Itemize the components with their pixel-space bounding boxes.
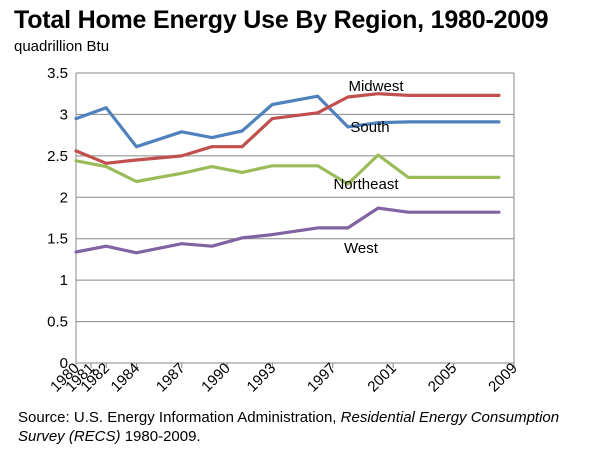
x-tick-label: 1984	[108, 360, 144, 396]
x-tick-label: 1990	[198, 360, 234, 396]
source-prefix: Source: U.S. Energy Information Administ…	[18, 409, 341, 426]
series-label-northeast: Northeast	[333, 176, 399, 193]
series-label-west: West	[344, 240, 379, 257]
x-tick-label: 2001	[364, 360, 400, 396]
series-line-west	[74, 206, 501, 255]
x-tick-label: 1993	[244, 360, 280, 396]
y-tick-labels: 0 0.5 1 1.5 2 2.5 3 3.5	[47, 65, 68, 372]
y-tick-label: 3	[60, 106, 68, 123]
series-line-northeast	[74, 153, 501, 186]
series-label-midwest: Midwest	[348, 78, 404, 95]
x-tick-label: 1987	[153, 360, 189, 396]
x-tick-label: 2005	[425, 360, 461, 396]
y-tick-label: 0	[60, 355, 68, 372]
series-lines	[74, 92, 501, 255]
x-tick-label: 1997	[304, 360, 340, 396]
x-tick-label: 2009	[485, 360, 521, 396]
source-note: Source: U.S. Energy Information Administ…	[18, 408, 588, 446]
unit-label: quadrillion Btu	[14, 38, 110, 55]
y-tick-label: 2.5	[47, 148, 68, 165]
source-suffix: 1980-2009.	[120, 428, 201, 445]
gridlines	[76, 72, 514, 323]
y-tick-label: 2	[60, 189, 68, 206]
chart-title: Total Home Energy Use By Region, 1980-20…	[14, 6, 549, 34]
series-label-south: South	[350, 119, 389, 136]
y-tick-label: 1	[60, 272, 68, 289]
series-line-midwest	[74, 94, 501, 149]
series-labels: Midwest South Northeast West	[333, 78, 404, 257]
axes	[75, 73, 515, 368]
source-survey: Residential Energy Consumption Survey (R…	[18, 409, 560, 445]
y-tick-label: 3.5	[47, 65, 68, 82]
y-tick-label: 1.5	[47, 231, 68, 248]
y-tick-label: 0.5	[47, 314, 68, 331]
series-line-south	[74, 92, 501, 165]
